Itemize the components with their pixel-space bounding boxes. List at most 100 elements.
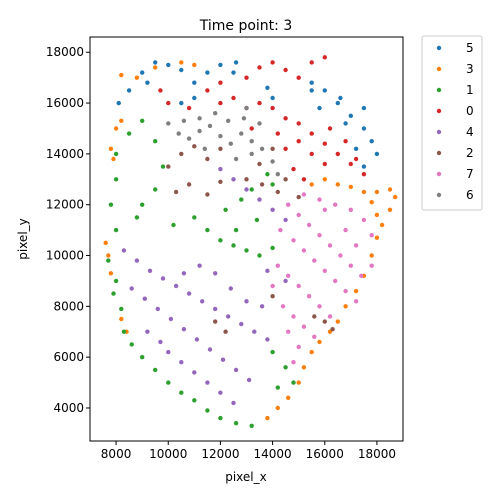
data-point-series-5-13 <box>179 100 184 106</box>
data-point-series-1-2 <box>140 118 145 124</box>
data-point-series-5-5 <box>166 62 171 68</box>
data-point-series-3-3 <box>179 60 184 65</box>
data-point-series-7-32 <box>301 324 307 329</box>
data-point-series-7-3 <box>312 258 317 263</box>
data-point-series-0-5 <box>257 65 262 70</box>
data-point-series-0-24 <box>283 146 288 151</box>
data-point-series-7-16 <box>369 263 374 268</box>
data-point-series-5-3 <box>153 60 158 65</box>
data-point-series-1-41 <box>291 380 296 385</box>
data-point-series-3-1 <box>134 75 140 80</box>
data-point-series-1-6 <box>108 202 114 207</box>
data-point-series-4-6 <box>200 299 205 304</box>
data-point-series-1-37 <box>153 187 158 192</box>
data-point-series-0-30 <box>249 126 254 131</box>
data-point-series-1-42 <box>275 385 280 390</box>
data-point-series-4-10 <box>252 329 257 334</box>
data-point-series-1-35 <box>265 172 270 177</box>
data-point-series-0-21 <box>296 139 301 144</box>
data-point-series-0-27 <box>257 100 262 106</box>
data-point-series-4-28 <box>145 329 150 334</box>
data-point-series-7-38 <box>353 243 359 248</box>
data-point-series-3-17 <box>348 184 353 190</box>
data-point-series-3-21 <box>393 194 398 200</box>
data-point-series-1-18 <box>192 398 197 403</box>
data-point-series-2-15 <box>218 179 223 184</box>
x-axis-ticks: 8000 10000 12000 14000 16000 18000 <box>101 441 396 461</box>
legend-marker-6 <box>436 192 442 198</box>
data-point-series-4-36 <box>181 271 187 276</box>
data-point-series-0-4 <box>244 75 249 80</box>
data-point-series-7-15 <box>359 273 364 278</box>
y-tick-label-3: 10000 <box>46 249 84 263</box>
legend-label-3: 3 <box>466 62 474 76</box>
data-point-series-1-4 <box>160 164 166 169</box>
data-point-series-1-0 <box>113 151 119 157</box>
x-tick-label-0: 8000 <box>101 447 132 461</box>
data-point-series-4-23 <box>179 360 184 365</box>
data-point-series-2-20 <box>312 314 317 319</box>
data-point-series-0-6 <box>270 60 275 65</box>
data-point-series-3-33 <box>301 365 307 370</box>
plot-area <box>89 36 404 442</box>
legend-marker-3 <box>436 66 442 72</box>
data-point-series-7-11 <box>317 233 322 238</box>
data-point-series-7-0 <box>278 227 283 233</box>
data-point-series-3-18 <box>361 189 367 195</box>
data-point-series-6-9 <box>259 146 265 151</box>
data-point-series-4-4 <box>173 283 179 289</box>
data-point-series-0-33 <box>343 139 348 144</box>
data-point-series-1-24 <box>192 215 197 220</box>
data-point-series-6-5 <box>218 133 223 139</box>
data-point-series-7-36 <box>291 360 296 365</box>
data-point-series-3-31 <box>317 339 322 345</box>
data-point-series-3-24 <box>374 235 380 240</box>
data-point-series-0-0 <box>158 88 163 93</box>
data-point-series-6-11 <box>181 118 187 124</box>
data-point-series-2-13 <box>186 182 192 187</box>
data-point-series-7-20 <box>348 207 353 212</box>
legend-label-2: 2 <box>466 146 474 160</box>
y-tick-label-1: 6000 <box>53 350 84 364</box>
x-tick-label-2: 12000 <box>201 447 239 461</box>
data-point-series-7-19 <box>333 202 338 207</box>
data-point-series-3-38 <box>374 212 380 218</box>
data-point-series-2-10 <box>275 189 280 195</box>
data-point-series-7-35 <box>296 344 301 350</box>
data-point-series-7-13 <box>338 253 343 258</box>
data-point-series-5-15 <box>270 95 275 101</box>
data-point-series-4-7 <box>213 306 218 312</box>
y-axis-ticks: 4000 6000 8000 10000 12000 14000 16000 18000 <box>46 45 90 415</box>
data-point-series-1-26 <box>218 238 223 243</box>
data-point-series-3-12 <box>119 316 124 322</box>
data-point-series-6-6 <box>228 141 233 146</box>
data-point-series-1-17 <box>179 390 184 395</box>
data-point-series-2-9 <box>296 194 301 200</box>
data-point-series-7-25 <box>296 283 301 289</box>
data-point-series-5-6 <box>179 67 184 73</box>
data-point-series-4-22 <box>166 349 171 355</box>
data-point-series-7-22 <box>369 233 374 238</box>
data-point-series-5-11 <box>233 60 239 65</box>
data-point-series-0-3 <box>218 80 223 85</box>
data-point-series-1-31 <box>223 207 228 212</box>
data-point-series-1-15 <box>153 367 158 373</box>
data-point-series-3-0 <box>119 72 124 78</box>
data-point-series-1-29 <box>257 253 262 258</box>
data-point-series-4-13 <box>142 296 147 301</box>
data-point-series-6-13 <box>226 118 231 124</box>
x-axis-label: pixel_x <box>225 470 267 484</box>
data-point-series-7-6 <box>343 288 348 294</box>
data-point-series-6-17 <box>233 156 239 162</box>
data-point-series-1-20 <box>218 415 223 421</box>
data-point-series-2-17 <box>223 329 228 334</box>
data-point-series-7-29 <box>270 283 275 289</box>
data-point-series-7-24 <box>286 273 291 278</box>
data-point-series-3-14 <box>309 182 314 187</box>
data-point-series-2-1 <box>179 151 184 157</box>
data-point-series-5-19 <box>348 113 353 119</box>
data-point-series-0-10 <box>322 55 327 60</box>
data-point-series-4-29 <box>158 339 163 345</box>
data-point-series-7-1 <box>291 238 296 243</box>
data-point-series-2-12 <box>173 189 179 195</box>
